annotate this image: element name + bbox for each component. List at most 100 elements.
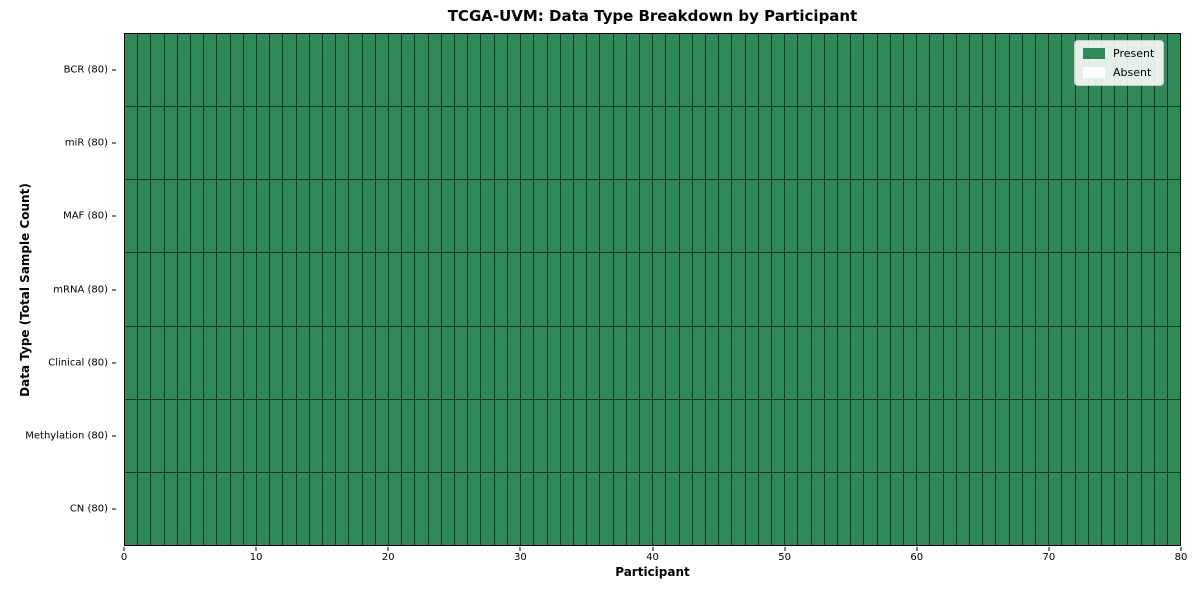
heatmap-cell <box>257 107 271 180</box>
heatmap-cell <box>1128 180 1142 253</box>
heatmap-cell <box>970 34 984 107</box>
heatmap-cell <box>956 34 970 107</box>
heatmap-cell <box>653 107 667 180</box>
heatmap-cell <box>547 180 561 253</box>
heatmap-cell <box>771 326 786 399</box>
heatmap-cell <box>587 107 601 180</box>
heatmap-cell <box>138 472 152 545</box>
heatmap-cell <box>758 34 772 107</box>
heatmap-cell <box>507 399 522 472</box>
heatmap-cell <box>956 399 970 472</box>
heatmap-cell <box>573 253 588 326</box>
heatmap-cell <box>679 34 693 107</box>
heatmap-cell <box>666 107 680 180</box>
heatmap-cell <box>600 399 614 472</box>
heatmap-cell <box>323 253 337 326</box>
heatmap-cell <box>389 472 403 545</box>
heatmap-cell <box>402 34 416 107</box>
heatmap-cell <box>534 326 548 399</box>
heatmap-cell <box>494 326 508 399</box>
x-axis-title: Participant <box>615 565 690 579</box>
heatmap-cell <box>692 472 706 545</box>
heatmap-cell <box>824 472 838 545</box>
heatmap-cell <box>1062 180 1076 253</box>
heatmap-cell <box>283 107 297 180</box>
heatmap-cell <box>560 253 574 326</box>
heatmap-cell <box>362 399 376 472</box>
heatmap-cell <box>296 180 310 253</box>
heatmap-cell <box>1168 107 1181 180</box>
heatmap-cell <box>587 34 601 107</box>
heatmap-cell <box>177 34 192 107</box>
y-tick-mark <box>112 289 116 290</box>
heatmap-cell <box>455 399 469 472</box>
heatmap-cell <box>362 326 376 399</box>
heatmap-cell <box>983 399 997 472</box>
heatmap-cell <box>375 253 390 326</box>
y-tick-label: MAF (80) <box>63 210 108 222</box>
heatmap-cell <box>1049 107 1063 180</box>
heatmap-cell <box>415 472 429 545</box>
heatmap-cell <box>455 34 469 107</box>
heatmap-cell <box>1141 107 1155 180</box>
heatmap-cell <box>587 180 601 253</box>
heatmap-cell <box>349 472 363 545</box>
heatmap-cell <box>309 34 324 107</box>
heatmap-cell <box>943 326 957 399</box>
heatmap-cell <box>336 34 350 107</box>
heatmap-cell <box>257 399 271 472</box>
heatmap-cell <box>362 180 376 253</box>
heatmap-cell <box>837 107 852 180</box>
heatmap-cell <box>1075 326 1089 399</box>
heatmap-cell <box>983 253 997 326</box>
heatmap-cell <box>758 326 772 399</box>
heatmap-cell <box>323 326 337 399</box>
heatmap-cell <box>1049 253 1063 326</box>
heatmap-cell <box>217 326 231 399</box>
heatmap-cell <box>666 399 680 472</box>
heatmap-cell <box>560 34 574 107</box>
heatmap-cell <box>164 399 178 472</box>
heatmap-cell <box>243 399 258 472</box>
heatmap-cell <box>389 399 403 472</box>
heatmap-cell <box>1036 472 1050 545</box>
heatmap-cell <box>903 107 918 180</box>
heatmap-cell <box>877 107 891 180</box>
heatmap-cell <box>375 326 390 399</box>
heatmap-cell <box>771 34 786 107</box>
heatmap-cell <box>1049 326 1063 399</box>
heatmap-cell <box>903 253 918 326</box>
heatmap-cell <box>402 180 416 253</box>
heatmap-cell <box>1102 180 1116 253</box>
heatmap-cell <box>970 253 984 326</box>
heatmap-cell <box>362 34 376 107</box>
heatmap-cell <box>323 472 337 545</box>
heatmap-cell <box>653 399 667 472</box>
heatmap-cell <box>890 180 904 253</box>
heatmap-cell <box>1154 180 1169 253</box>
heatmap-cell <box>402 399 416 472</box>
heatmap-cell <box>534 107 548 180</box>
heatmap-cell <box>903 399 918 472</box>
heatmap-cell <box>732 180 746 253</box>
heatmap-cell <box>494 34 508 107</box>
heatmap-cell <box>679 399 693 472</box>
heatmap-cell <box>864 472 878 545</box>
heatmap-cell <box>428 180 442 253</box>
heatmap-cell <box>138 107 152 180</box>
heatmap-cell <box>415 326 429 399</box>
heatmap-cell <box>771 472 786 545</box>
heatmap-cell <box>177 399 192 472</box>
heatmap-cell <box>336 472 350 545</box>
heatmap-cell <box>1141 399 1155 472</box>
heatmap-cell <box>217 180 231 253</box>
heatmap-cell <box>389 107 403 180</box>
heatmap-cell <box>507 107 522 180</box>
heatmap-cell <box>917 472 931 545</box>
heatmap-cell <box>758 399 772 472</box>
heatmap-cell <box>1062 326 1076 399</box>
heatmap-cell <box>270 107 284 180</box>
heatmap-cell <box>705 34 720 107</box>
chart-title: TCGA-UVM: Data Type Breakdown by Partici… <box>447 7 858 25</box>
heatmap-cell <box>903 472 918 545</box>
